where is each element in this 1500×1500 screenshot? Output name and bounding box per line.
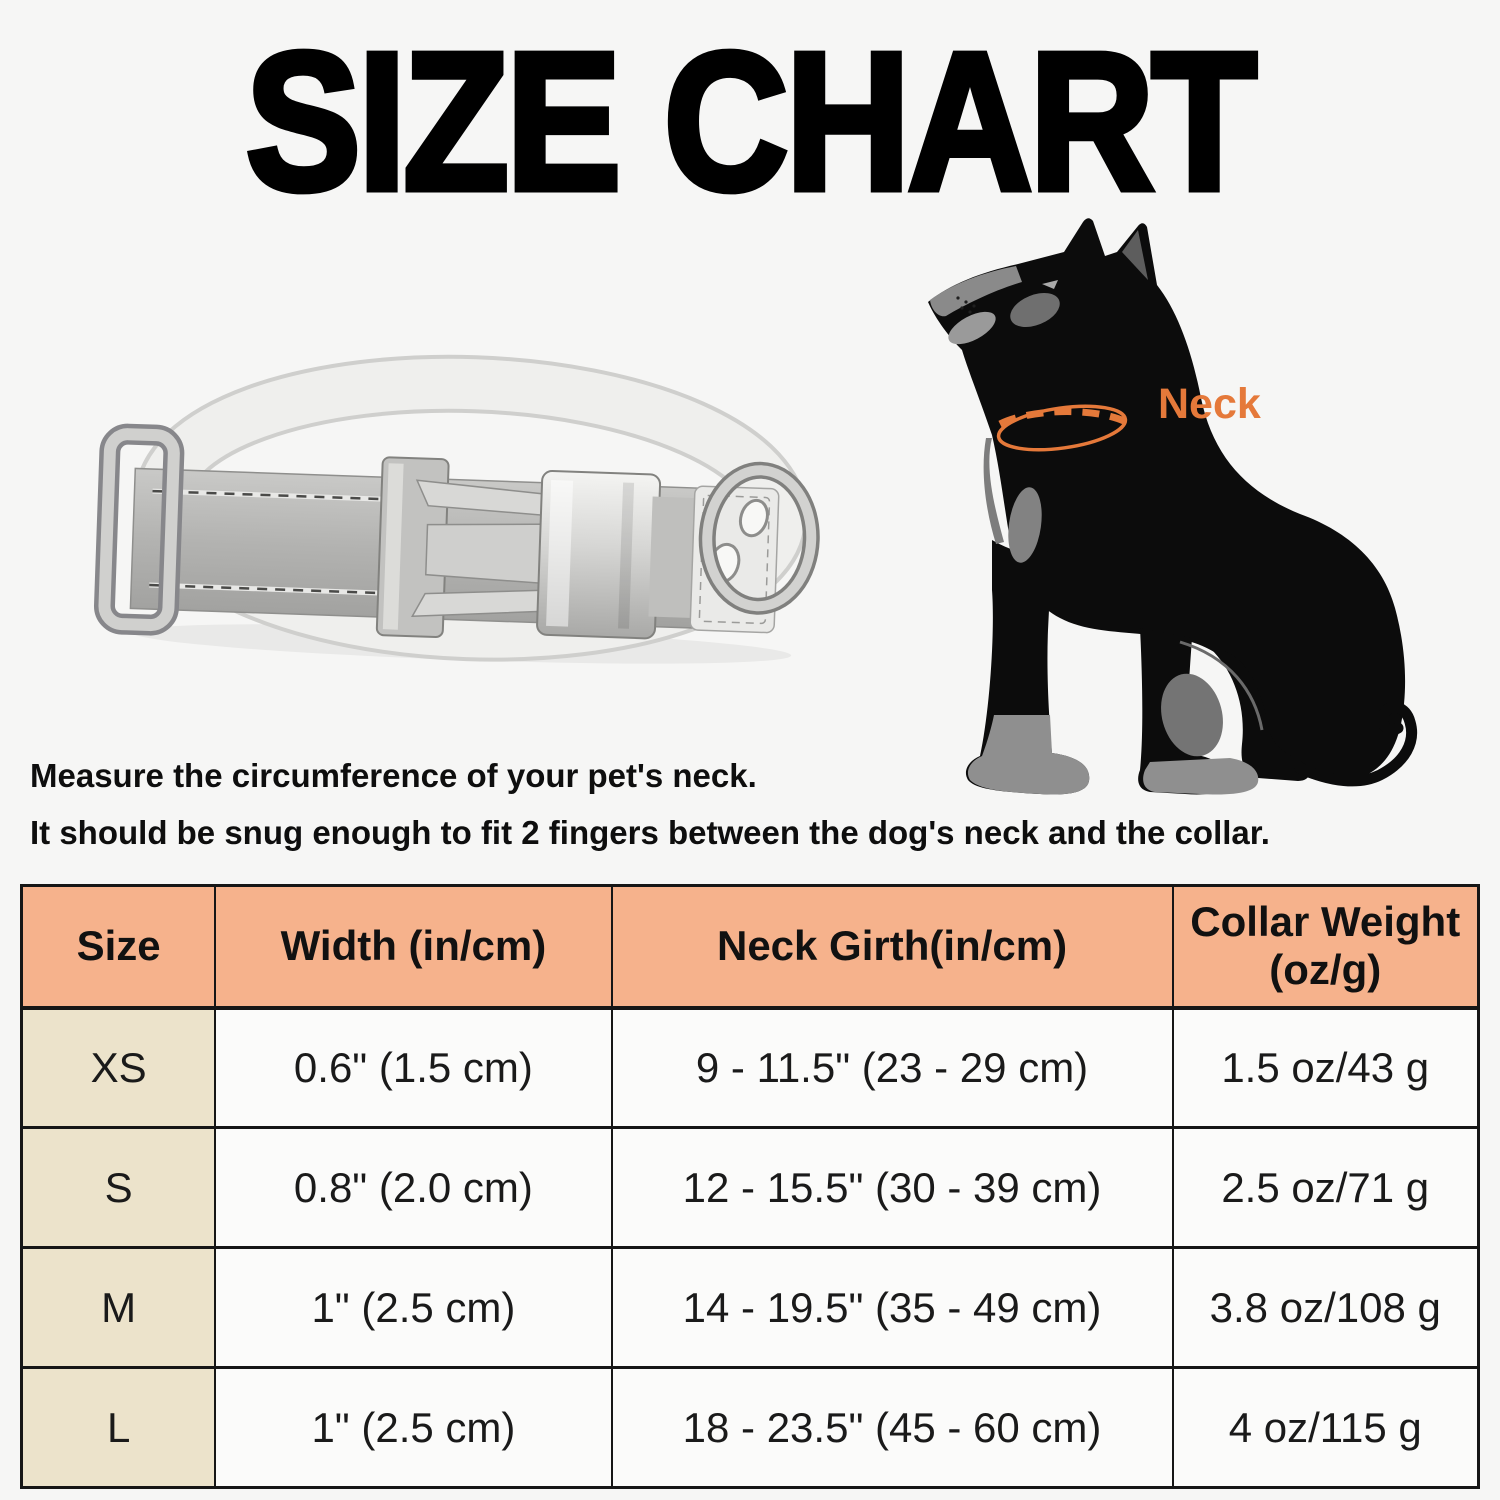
measuring-instructions: Measure the circumference of your pet's … — [30, 748, 1490, 862]
neck-label: Neck — [1158, 380, 1261, 428]
table-row-l: L 1" (2.5 cm) 18 - 23.5" (45 - 60 cm) 4 … — [20, 1366, 1480, 1489]
neck-measure-ellipse — [996, 404, 1128, 452]
dog-body — [928, 218, 1418, 795]
dog-eye — [1042, 280, 1058, 289]
dog-silhouette-image — [900, 210, 1470, 810]
collar-buckle-body — [536, 470, 662, 640]
table-row-xs: XS 0.6" (1.5 cm) 9 - 11.5" (23 - 29 cm) … — [20, 1006, 1480, 1129]
table-row-s: S 0.8" (2.0 cm) 12 - 15.5" (30 - 39 cm) … — [20, 1126, 1480, 1249]
instruction-line-2: It should be snug enough to fit 2 finger… — [30, 813, 1270, 851]
size-table: Size Width (in/cm) Neck Girth(in/cm) Col… — [20, 884, 1480, 1489]
dog-illustration — [928, 218, 1418, 795]
dog-knee-highlight — [1161, 673, 1223, 757]
cell-size: L — [20, 1366, 217, 1489]
dog-middle-paws — [1143, 758, 1259, 795]
cell-width: 1" (2.5 cm) — [214, 1246, 613, 1369]
cell-width: 0.6" (1.5 cm) — [214, 1006, 613, 1129]
dog-chest-highlight — [1008, 487, 1042, 563]
cell-collar-weight: 4 oz/115 g — [1171, 1366, 1480, 1489]
table-header-row: Size Width (in/cm) Neck Girth(in/cm) Col… — [20, 884, 1480, 1010]
dog-ear-inner — [1122, 230, 1148, 280]
cell-neck-girth: 14 - 19.5" (35 - 49 cm) — [610, 1246, 1174, 1369]
dog-muzzle-dots — [956, 296, 976, 314]
dog-muzzle-highlight — [930, 266, 1022, 317]
column-header-collar-weight: Collar Weight (oz/g) — [1171, 884, 1480, 1010]
cell-width: 1" (2.5 cm) — [214, 1366, 613, 1489]
column-header-neck-girth: Neck Girth(in/cm) — [610, 884, 1174, 1010]
cell-size: S — [20, 1126, 217, 1249]
cell-size: XS — [20, 1006, 217, 1129]
collar-buckle-prongs — [410, 479, 557, 618]
cell-width: 0.8" (2.0 cm) — [214, 1126, 613, 1249]
table-row-m: M 1" (2.5 cm) 14 - 19.5" (35 - 49 cm) 3.… — [20, 1246, 1480, 1369]
cell-neck-girth: 18 - 23.5" (45 - 60 cm) — [610, 1366, 1174, 1489]
page-title: SIZE CHART — [243, 12, 1260, 231]
cell-neck-girth: 12 - 15.5" (30 - 39 cm) — [610, 1126, 1174, 1249]
instruction-line-1: Measure the circumference of your pet's … — [30, 757, 757, 794]
collar-eyelet — [738, 498, 769, 538]
cell-collar-weight: 3.8 oz/108 g — [1171, 1246, 1480, 1369]
collar-slider-ring — [93, 423, 185, 636]
column-header-size: Size — [20, 884, 217, 1010]
cell-collar-weight: 2.5 oz/71 g — [1171, 1126, 1480, 1249]
dog-collar-image — [85, 330, 845, 730]
column-header-width: Width (in/cm) — [214, 884, 613, 1010]
dog-front-paw — [967, 715, 1090, 795]
collar-d-ring — [698, 461, 820, 615]
cell-collar-weight: 1.5 oz/43 g — [1171, 1006, 1480, 1129]
cell-neck-girth: 9 - 11.5" (23 - 29 cm) — [610, 1006, 1174, 1129]
cell-size: M — [20, 1246, 217, 1369]
collar-illustration — [93, 354, 820, 664]
size-table-grid: Size Width (in/cm) Neck Girth(in/cm) Col… — [20, 884, 1480, 1489]
